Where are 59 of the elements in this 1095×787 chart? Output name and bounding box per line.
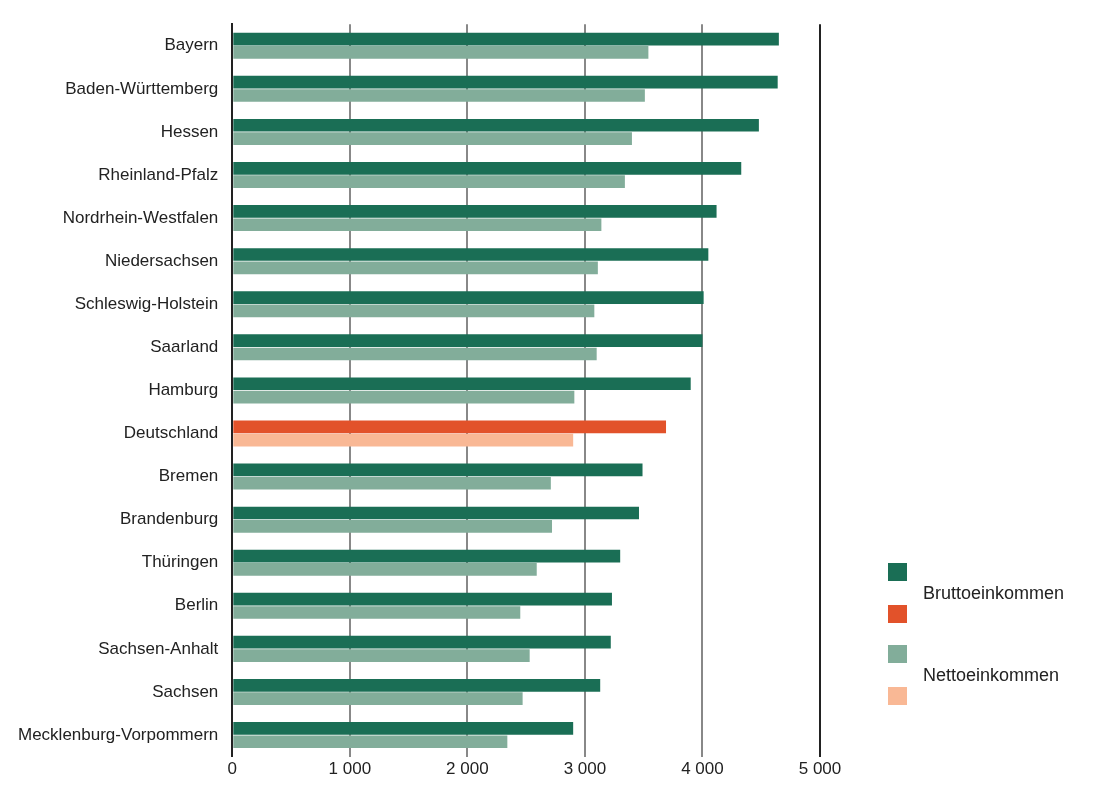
bar: [233, 722, 574, 735]
y-tick-label: Hamburg: [148, 380, 219, 400]
y-tick-label: Bremen: [158, 466, 219, 486]
bar: [233, 132, 632, 145]
bar: [233, 304, 595, 318]
y-tick-label: Thüringen: [141, 552, 219, 572]
y-tick-label: Nordrhein-Westfalen: [62, 207, 219, 227]
y-tick-label: Niedersachsen: [104, 250, 219, 270]
bar: [233, 46, 649, 59]
bar: [233, 291, 704, 304]
x-tick-label: 0: [227, 759, 238, 779]
y-tick-label: Rheinland-Pfalz: [98, 164, 219, 184]
y-tick-label: Deutschland: [123, 423, 219, 443]
bar: [233, 205, 717, 218]
bar: [233, 606, 521, 619]
y-tick-label: Schleswig-Holstein: [74, 293, 219, 313]
y-tick-label: Baden-Württemberg: [65, 78, 219, 98]
bar: [233, 592, 612, 606]
bar: [233, 678, 601, 692]
text: Bruttoeinkommen: [923, 582, 1065, 604]
x-tick-label: 4 000: [681, 759, 724, 779]
bar: [233, 649, 530, 662]
y-tick-label: Bayern: [164, 35, 219, 55]
bar: [233, 735, 508, 749]
bar: [233, 161, 742, 175]
bar: [233, 692, 523, 705]
x-tick-label: 2 000: [446, 759, 489, 779]
bar: [233, 506, 639, 520]
bar: [233, 549, 621, 563]
x-tick-label: 1 000: [328, 759, 372, 779]
y-tick-label: Sachsen-Anhalt: [98, 638, 219, 658]
bar: [233, 218, 602, 232]
bar: [233, 476, 551, 490]
y-tick-label: Berlin: [174, 595, 219, 615]
x-tick-label: 5 000: [798, 759, 842, 779]
bar: [233, 118, 759, 132]
y-tick-label: Saarland: [150, 337, 219, 357]
bar: [233, 75, 778, 89]
bar: [233, 248, 709, 261]
y-tick-label: Brandenburg: [119, 509, 219, 529]
bar: [233, 635, 611, 649]
y-tick-label: Hessen: [160, 121, 219, 141]
bar: [233, 32, 779, 46]
bar: [233, 347, 597, 361]
bar: [233, 261, 598, 275]
bar: [233, 420, 667, 434]
bar: [233, 463, 643, 477]
bar: [233, 519, 553, 533]
bar: [233, 433, 574, 447]
x-tick-label: 3 000: [563, 759, 607, 779]
bar: [233, 390, 575, 404]
bar: [233, 175, 625, 189]
bar: [233, 377, 691, 391]
bar: [233, 563, 537, 576]
text: Nettoeinkommen: [923, 664, 1060, 686]
bar: [233, 89, 645, 102]
y-tick-label: Mecklenburg-Vorpommern: [17, 724, 219, 744]
y-tick-label: Sachsen: [152, 681, 219, 701]
bar: [233, 334, 703, 347]
